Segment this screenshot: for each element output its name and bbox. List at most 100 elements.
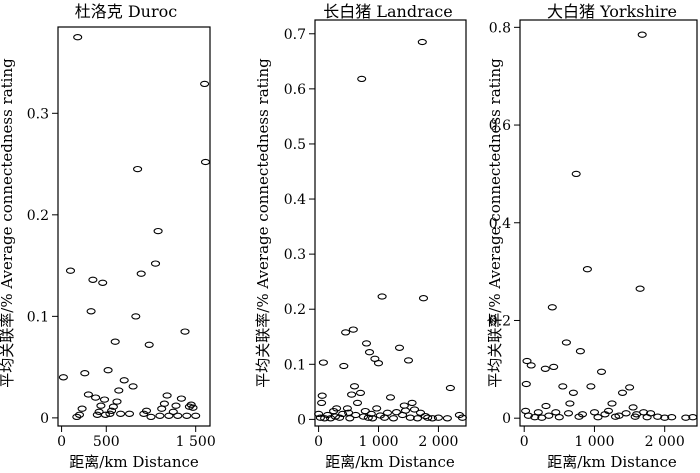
data-point <box>341 329 351 336</box>
data-point <box>660 414 670 421</box>
x-tick-label: 1 000 <box>574 434 614 450</box>
data-point <box>94 408 104 415</box>
axis-ticks: 0 1 000 2 000 0 0.1 0.2 0.3 0.4 0.5 0.6 0.7 <box>284 27 459 450</box>
y-tick-label: 0.2 <box>27 208 49 224</box>
data-point <box>407 399 417 407</box>
data-point <box>159 400 169 407</box>
data-point <box>339 362 349 370</box>
data-point <box>320 415 330 422</box>
data-point <box>119 377 129 384</box>
panel-landrace: 长白猪 Landrace 0 1 000 2 000 0 0.1 0.2 0.3 0.4 0.5… <box>254 2 467 471</box>
data-point <box>646 410 656 417</box>
y-tick-label: 0.3 <box>27 106 49 122</box>
data-points <box>58 34 211 421</box>
data-point <box>114 387 124 394</box>
data-point <box>521 380 531 388</box>
data-point <box>586 383 596 390</box>
data-point <box>131 313 141 320</box>
data-point <box>347 391 357 398</box>
data-point <box>355 389 366 397</box>
data-point <box>625 384 635 391</box>
data-point <box>150 260 161 267</box>
data-point <box>176 395 186 402</box>
data-point <box>617 389 628 396</box>
data-point <box>153 227 163 235</box>
data-point <box>58 374 68 381</box>
y-tick-label: 0.3 <box>284 247 306 263</box>
data-point <box>399 402 409 409</box>
data-point <box>582 266 592 273</box>
y-tick-label: 0.2 <box>489 313 511 329</box>
x-tick-label: 1 000 <box>358 434 398 450</box>
data-point <box>372 405 382 412</box>
data-point <box>112 398 122 405</box>
data-point <box>314 410 324 418</box>
data-point <box>385 394 396 401</box>
data-point <box>533 409 543 416</box>
data-point <box>100 411 110 418</box>
data-point <box>124 410 135 417</box>
data-point <box>128 383 138 390</box>
data-point <box>571 170 581 178</box>
y-tick-label: 0.1 <box>27 309 49 325</box>
data-point <box>351 411 361 419</box>
data-point <box>317 399 327 407</box>
y-axis-label: 平均关联率/% Average connectedness rating <box>486 58 504 388</box>
data-point <box>621 410 631 417</box>
data-point <box>133 165 143 173</box>
data-point <box>377 293 387 300</box>
data-point <box>332 405 342 412</box>
data-point <box>317 392 327 399</box>
data-point <box>442 415 452 422</box>
data-point <box>635 285 645 292</box>
data-point <box>445 384 455 392</box>
plot-frame <box>519 19 698 427</box>
data-point <box>182 412 192 419</box>
data-point <box>551 409 561 416</box>
y-tick-label: 0.4 <box>284 192 306 208</box>
data-point <box>653 413 663 420</box>
data-point <box>65 267 76 274</box>
data-point <box>541 402 551 410</box>
data-point <box>352 399 363 407</box>
data-point <box>667 414 677 421</box>
data-point <box>164 412 174 419</box>
plot-frame <box>57 26 211 427</box>
y-tick-label: 0.8 <box>489 20 511 36</box>
data-point <box>526 362 536 369</box>
y-tick-label: 0 <box>502 411 511 427</box>
data-point <box>338 410 348 418</box>
data-point <box>80 370 90 377</box>
y-tick-label: 0.6 <box>284 82 306 98</box>
data-point <box>345 415 355 422</box>
x-tick-label: 0 <box>520 434 529 450</box>
data-point <box>373 360 384 367</box>
x-tick-label: 500 <box>93 434 120 450</box>
y-tick-label: 0.7 <box>284 27 306 43</box>
data-point <box>400 407 411 414</box>
data-point <box>405 414 415 421</box>
data-point <box>575 348 585 355</box>
data-point <box>433 414 443 421</box>
x-tick-label: 1 500 <box>176 434 216 450</box>
data-point <box>558 383 568 390</box>
data-point <box>335 414 345 421</box>
data-point <box>522 357 532 365</box>
data-point <box>318 359 328 366</box>
data-point <box>596 368 607 375</box>
data-point <box>367 415 378 422</box>
data-point <box>427 415 437 422</box>
y-axis-label: 平均关联率/% Average connectedness rating <box>0 58 16 388</box>
data-point <box>364 349 375 356</box>
x-axis-label: 距离/km Distance <box>325 453 455 471</box>
data-point <box>361 340 372 347</box>
y-tick-label: 0.2 <box>284 302 306 318</box>
x-axis-label: 距离/km Distance <box>547 453 677 471</box>
data-point <box>99 396 110 403</box>
data-point <box>98 279 108 286</box>
data-point <box>628 404 638 411</box>
data-point <box>366 410 376 418</box>
data-point <box>563 410 574 417</box>
data-point <box>88 276 98 283</box>
panel-duroc: 杜洛克 Duroc 0 500 1 500 0 0.1 0.2 0.3 距离/km Dist… <box>27 2 216 471</box>
